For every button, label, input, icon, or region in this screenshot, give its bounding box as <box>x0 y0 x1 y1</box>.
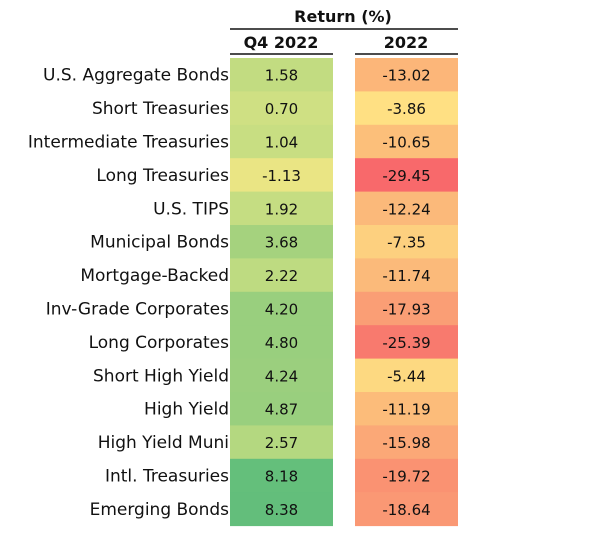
value-label-q4-2022: 8.38 <box>265 501 298 519</box>
heatmap-cell-2022 <box>355 425 458 460</box>
value-label-q4-2022: 4.24 <box>265 367 298 385</box>
value-label-q4-2022: 4.80 <box>265 334 298 352</box>
heatmap-cell-2022 <box>355 158 458 193</box>
heatmap-rows: U.S. Aggregate Bonds 1.58 -13.02 Short Trea… <box>28 58 458 527</box>
heatmap-cell-2022 <box>355 458 458 493</box>
row-label: Inv-Grade Corporates <box>46 300 229 320</box>
column-header-2022: 2022 <box>384 33 429 52</box>
chart-title: Return (%) <box>294 7 392 26</box>
heatmap-cell-q4-2022 <box>230 225 333 259</box>
heatmap-cell-q4-2022 <box>230 191 333 226</box>
value-label-q4-2022: 1.04 <box>265 134 298 152</box>
value-label-2022: -19.72 <box>382 468 430 486</box>
heatmap-cell-q4-2022 <box>230 358 333 393</box>
heatmap-cell-2022 <box>355 325 458 360</box>
heatmap-cell-2022 <box>355 225 458 259</box>
heatmap-cell-2022 <box>355 124 458 159</box>
heatmap-cell-2022 <box>355 392 458 426</box>
value-label-q4-2022: 0.70 <box>265 100 298 118</box>
value-label-2022: -17.93 <box>382 301 430 319</box>
heatmap-cell-q4-2022 <box>230 258 333 293</box>
value-label-q4-2022: 4.20 <box>265 301 298 319</box>
heatmap-cell-q4-2022 <box>230 492 333 527</box>
heatmap-cell-q4-2022 <box>230 291 333 326</box>
row-label: Long Treasuries <box>96 166 229 186</box>
row-label: Emerging Bonds <box>90 500 230 520</box>
value-label-2022: -12.24 <box>382 200 430 218</box>
value-label-2022: -11.74 <box>382 267 430 285</box>
row-label: Short Treasuries <box>92 99 229 119</box>
value-label-2022: -3.86 <box>387 100 426 118</box>
value-label-q4-2022: 8.18 <box>265 468 298 486</box>
value-label-q4-2022: 3.68 <box>265 234 298 252</box>
value-label-2022: -5.44 <box>387 367 426 385</box>
row-label: Short High Yield <box>93 366 229 386</box>
value-label-2022: -29.45 <box>382 167 430 185</box>
heatmap-cell-2022 <box>355 191 458 226</box>
value-label-q4-2022: -1.13 <box>262 167 301 185</box>
value-label-2022: -18.64 <box>382 501 430 519</box>
heatmap-cell-2022 <box>355 258 458 293</box>
row-label: U.S. Aggregate Bonds <box>43 66 229 86</box>
row-label: U.S. TIPS <box>153 199 229 219</box>
heatmap-cell-q4-2022 <box>230 58 333 92</box>
value-label-q4-2022: 2.22 <box>265 267 298 285</box>
heatmap-cell-q4-2022 <box>230 425 333 460</box>
heatmap-cell-q4-2022 <box>230 392 333 426</box>
heatmap-cell-q4-2022 <box>230 325 333 360</box>
row-label: Municipal Bonds <box>90 233 229 253</box>
value-label-2022: -25.39 <box>382 334 430 352</box>
value-label-q4-2022: 2.57 <box>265 434 298 452</box>
heatmap-cell-q4-2022 <box>230 91 333 126</box>
value-label-2022: -15.98 <box>382 434 430 452</box>
column-header-q4-2022: Q4 2022 <box>244 33 319 52</box>
heatmap-cell-2022 <box>355 91 458 126</box>
heatmap-cell-2022 <box>355 291 458 326</box>
value-label-2022: -13.02 <box>382 67 430 85</box>
value-label-2022: -10.65 <box>382 134 430 152</box>
row-label: Mortgage-Backed <box>80 266 229 286</box>
row-label: Intermediate Treasuries <box>28 133 229 153</box>
value-label-q4-2022: 4.87 <box>265 401 298 419</box>
heatmap-cell-q4-2022 <box>230 124 333 159</box>
value-label-2022: -7.35 <box>387 234 426 252</box>
heatmap-cell-2022 <box>355 58 458 92</box>
row-label: Intl. Treasuries <box>105 467 229 487</box>
row-label: High Yield Muni <box>98 433 229 453</box>
value-label-q4-2022: 1.92 <box>265 200 298 218</box>
heatmap-cell-2022 <box>355 358 458 393</box>
heatmap-cell-q4-2022 <box>230 458 333 493</box>
value-label-q4-2022: 1.58 <box>265 67 298 85</box>
value-label-2022: -11.19 <box>382 401 430 419</box>
heatmap-cell-q4-2022 <box>230 158 333 193</box>
heatmap-cell-2022 <box>355 492 458 527</box>
row-label: Long Corporates <box>89 333 230 353</box>
row-label: High Yield <box>144 400 229 420</box>
